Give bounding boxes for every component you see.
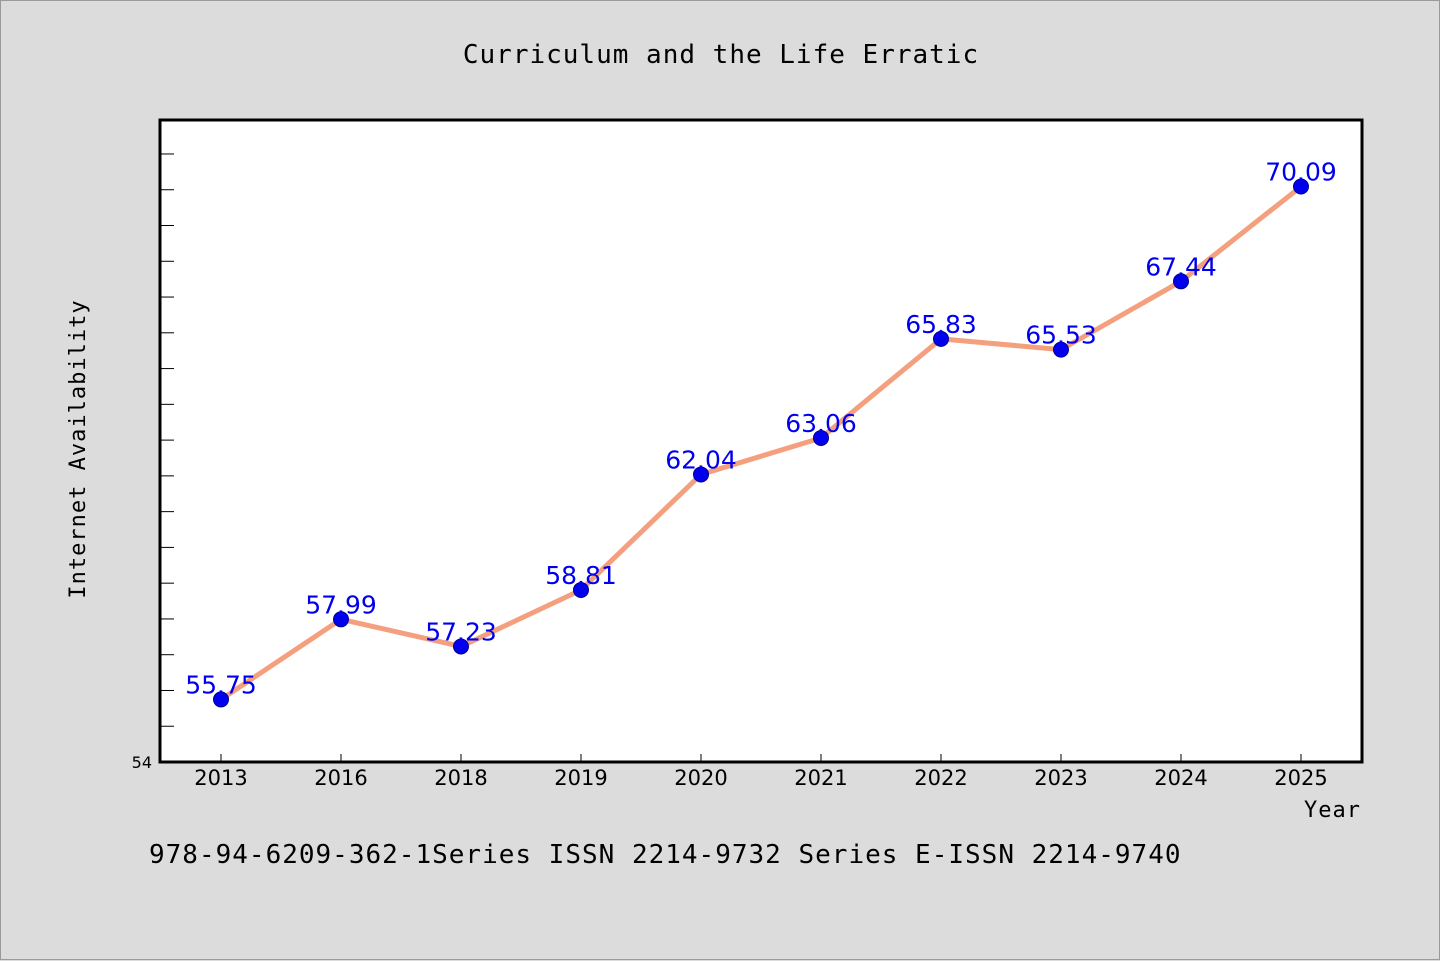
data-point [813,429,829,446]
x-tick-label: 2019 [554,766,607,790]
data-label: 65.53 [1025,321,1097,350]
x-tick-label: 2025 [1274,766,1327,790]
chart-title: Curriculum and the Life Erratic [463,40,979,70]
data-labels: 55.75 57.99 57.23 58.81 62.04 63.06 65.83 65.53… [185,158,1337,700]
data-label: 58.81 [545,561,617,590]
footer-text: 978-94-6209-362-1Series ISSN 2214-9732 S… [149,840,1182,870]
x-tick-label: 2020 [674,766,727,790]
y-tick-label: 54 [132,753,152,772]
series-layer [213,178,1309,708]
x-axis-title: Year [1304,798,1361,823]
y-axis-title: Internet Availability [66,299,91,598]
data-label: 57.99 [305,590,377,619]
x-tick-label: 2024 [1154,766,1207,790]
data-label: 67.44 [1145,252,1217,281]
data-label: 62.04 [665,445,737,474]
y-axis-ticks: 54 [132,153,174,772]
data-point [1293,178,1309,195]
data-label: 70.09 [1265,158,1337,187]
data-point [213,691,229,708]
x-tick-label: 2021 [794,766,847,790]
data-point [1173,273,1189,290]
data-label: 55.75 [185,670,257,699]
data-point [333,611,349,628]
data-label: 63.06 [785,409,857,438]
x-tick-label: 2018 [434,766,487,790]
series-line [218,184,1304,702]
data-label: 65.83 [905,310,977,339]
x-tick-label: 2023 [1034,766,1087,790]
x-tick-label: 2022 [914,766,967,790]
x-tick-label: 2016 [314,766,367,790]
data-point [693,466,709,483]
data-label: 57.23 [425,617,497,646]
plot-area [158,118,1364,764]
x-tick-label: 2013 [194,766,247,790]
data-point [1053,341,1069,358]
data-point [453,638,469,655]
data-point [573,581,589,598]
x-axis-ticks: 2013 2016 2018 2019 2020 2021 2022 2023 2024 2025 [194,754,1328,790]
data-point [933,330,949,347]
